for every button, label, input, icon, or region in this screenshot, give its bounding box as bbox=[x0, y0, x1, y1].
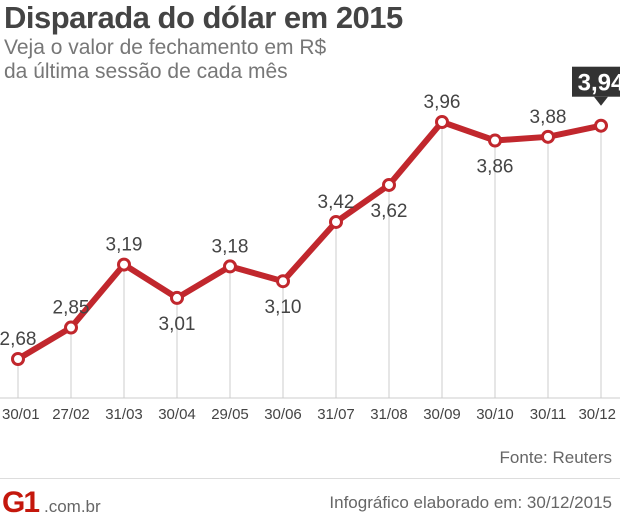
x-tick-label: 30/11 bbox=[530, 406, 566, 423]
x-tick-label: 30/04 bbox=[158, 406, 196, 423]
data-point bbox=[13, 354, 24, 365]
data-point bbox=[384, 179, 395, 190]
value-label: 3,19 bbox=[106, 235, 143, 256]
data-point bbox=[278, 276, 289, 287]
g1-logo-mark: G1 bbox=[2, 486, 38, 520]
value-label: 3,88 bbox=[530, 107, 567, 128]
line-chart: 2,68 2,85 3,19 3,01 3,18 3,10 3,42 3,62 3,96 3,86… bbox=[0, 0, 620, 440]
value-label: 3,01 bbox=[159, 314, 196, 335]
data-point bbox=[490, 135, 501, 146]
x-tick-label: 29/05 bbox=[211, 406, 249, 423]
x-tick-label: 31/07 bbox=[317, 406, 355, 423]
g1-logo-domain: .com.br bbox=[44, 497, 101, 517]
g1-logo: G1 .com.br bbox=[2, 488, 122, 518]
data-point bbox=[331, 216, 342, 227]
x-tick-label: 30/12 bbox=[578, 406, 616, 423]
data-point bbox=[119, 259, 130, 270]
data-point bbox=[225, 261, 236, 272]
value-label: 3,10 bbox=[265, 297, 302, 318]
data-point bbox=[437, 117, 448, 128]
data-point bbox=[172, 292, 183, 303]
data-point bbox=[596, 120, 607, 131]
x-tick-label: 31/08 bbox=[370, 406, 408, 423]
x-tick-label: 30/06 bbox=[264, 406, 302, 423]
x-tick-label: 30/09 bbox=[423, 406, 461, 423]
value-label: 3,62 bbox=[371, 201, 408, 222]
x-tick-label: 30/01 bbox=[2, 406, 40, 423]
x-tick-label: 30/10 bbox=[476, 406, 514, 423]
data-point bbox=[66, 322, 77, 333]
value-label: 3,18 bbox=[212, 236, 249, 257]
value-label: 2,68 bbox=[0, 329, 36, 350]
value-label: 3,86 bbox=[477, 157, 514, 178]
highlight-label-pointer bbox=[594, 97, 608, 106]
source-note: Fonte: Reuters bbox=[500, 448, 612, 468]
footer-divider bbox=[0, 478, 620, 479]
highlight-value-label: 3,94 bbox=[578, 70, 620, 97]
x-tick-label: 27/02 bbox=[52, 406, 90, 423]
x-tick-label: 31/03 bbox=[105, 406, 143, 423]
infographic-credit: Infográfico elaborado em: 30/12/2015 bbox=[329, 493, 612, 513]
value-label: 2,85 bbox=[53, 298, 90, 319]
value-label: 3,42 bbox=[318, 192, 355, 213]
value-label: 3,96 bbox=[424, 92, 461, 113]
data-point bbox=[543, 131, 554, 142]
